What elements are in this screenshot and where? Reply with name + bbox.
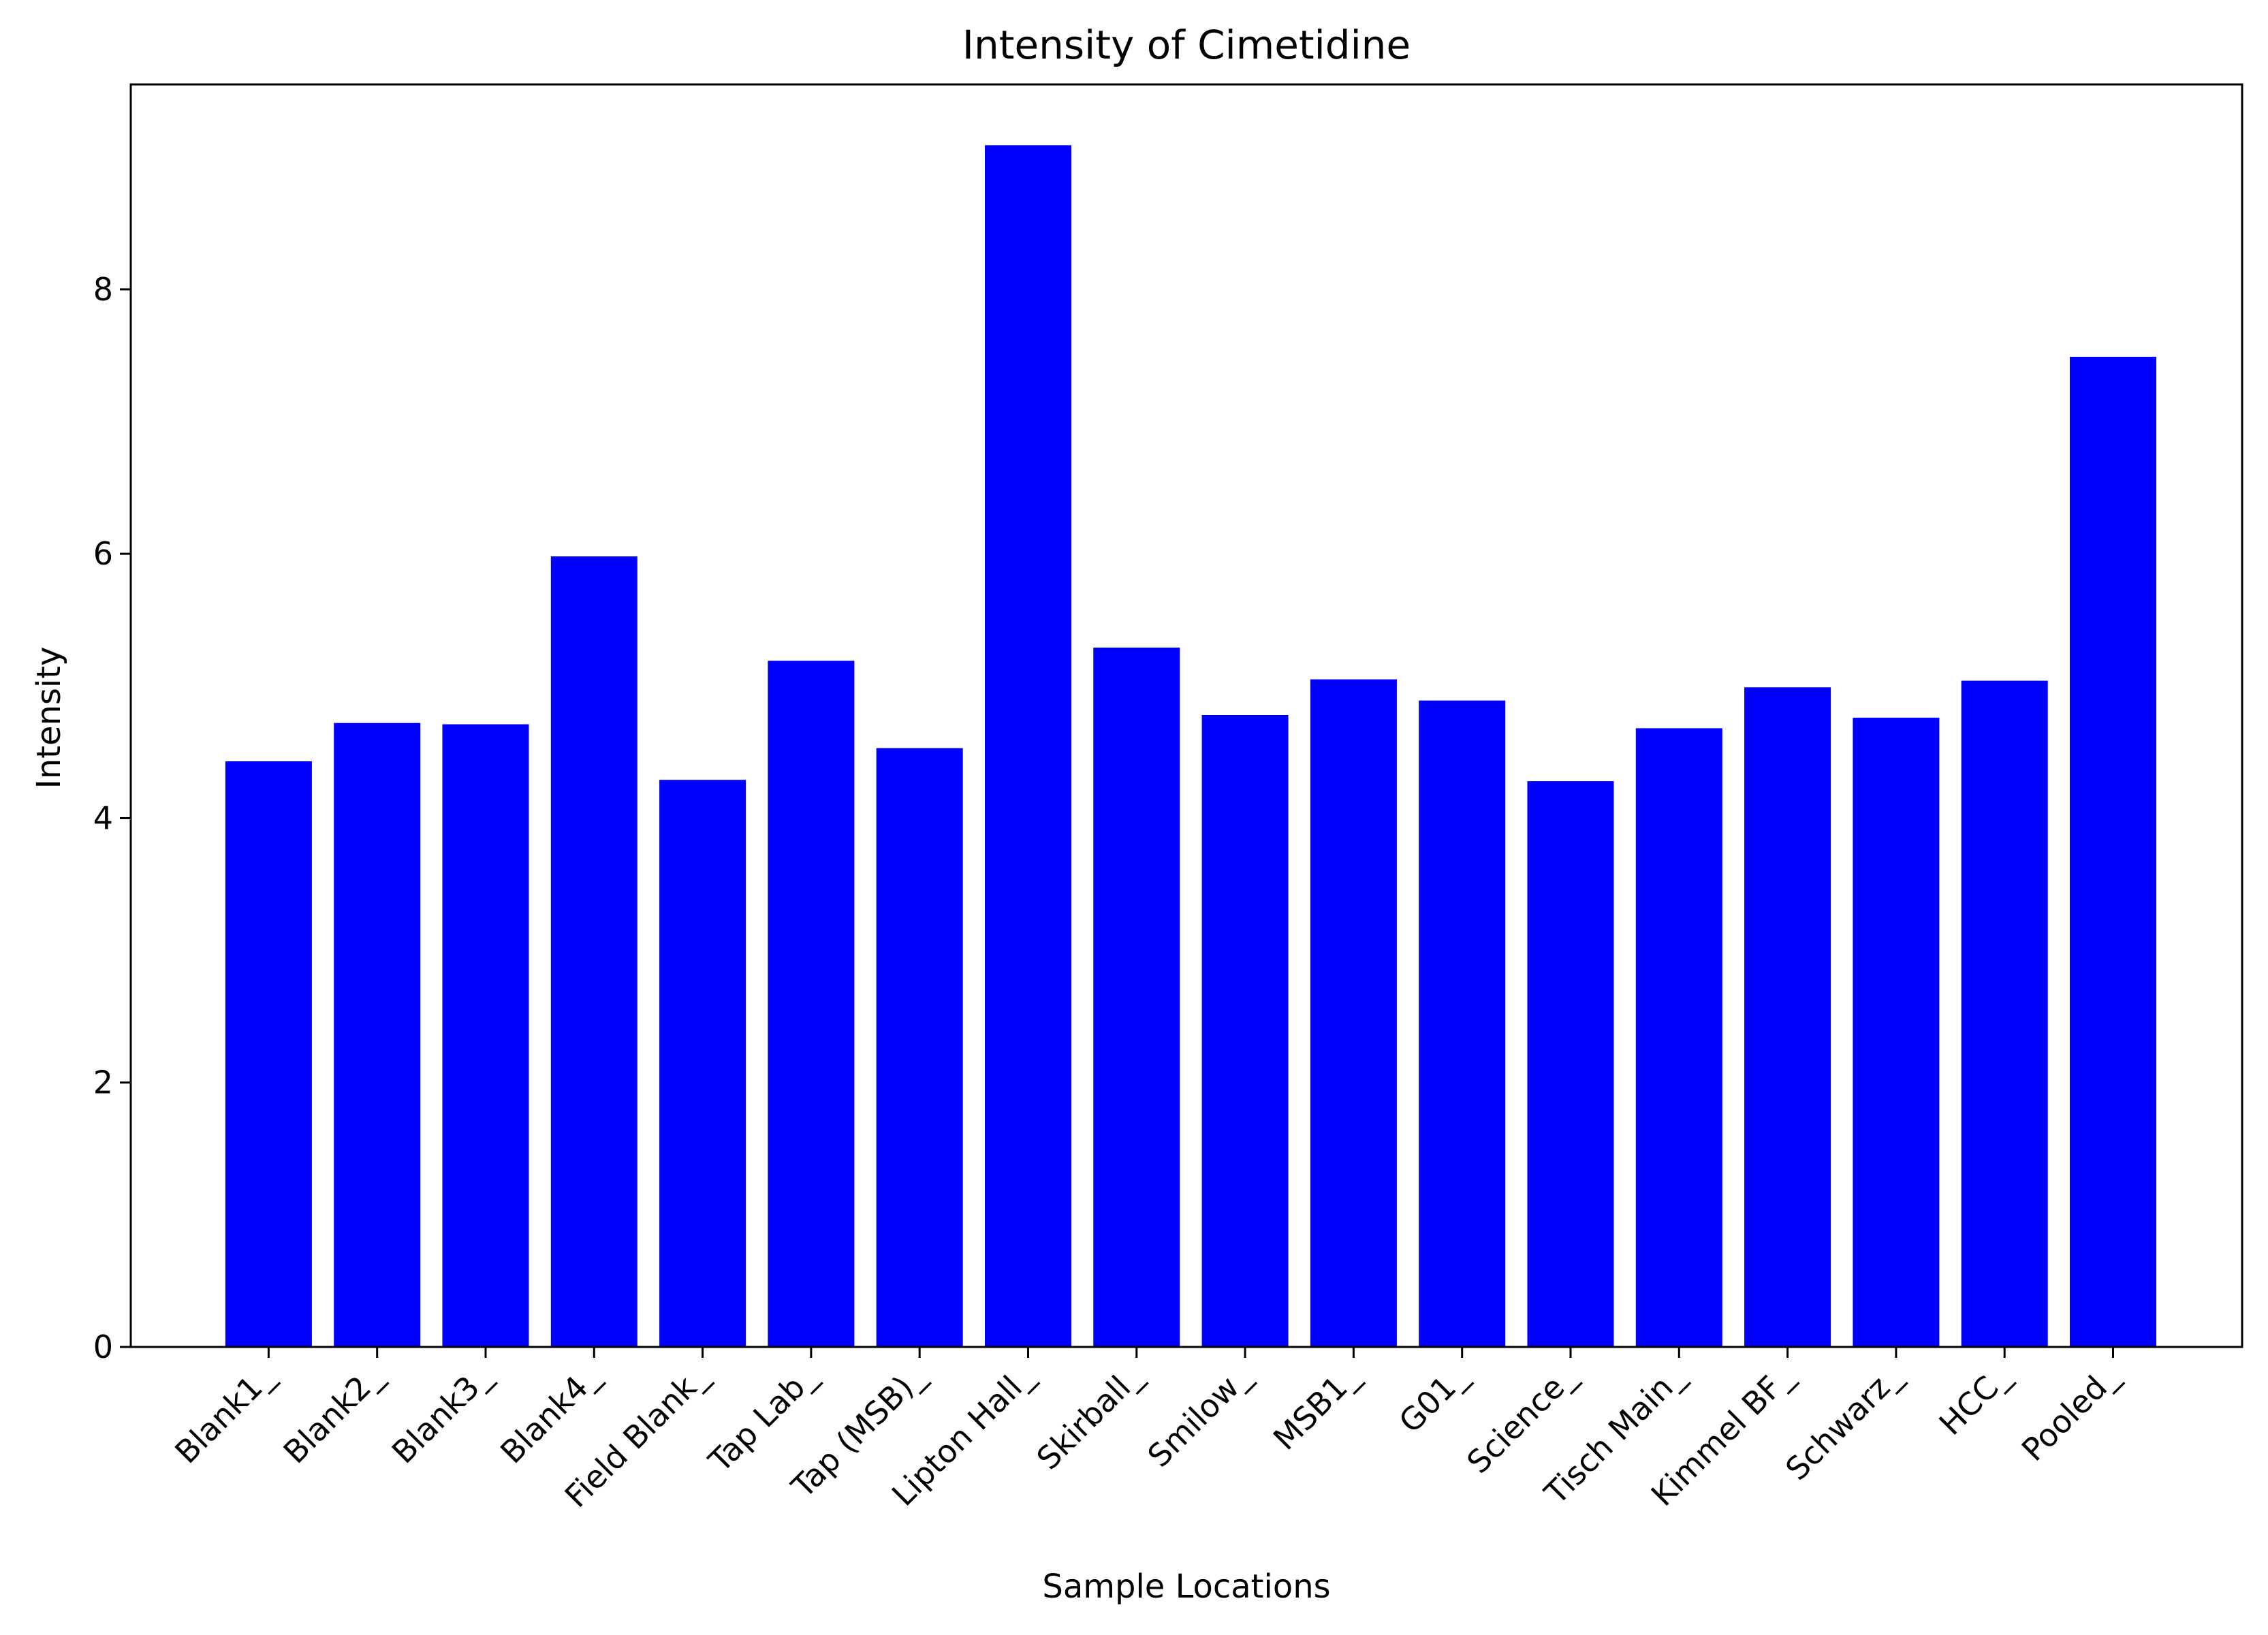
bar-g01 [1419,700,1506,1347]
bar-msb1 [1310,679,1397,1347]
bar-blank3 [442,724,529,1347]
bar-kimmel-bf [1744,687,1831,1347]
bar-schwarz [1853,717,1940,1347]
bar-skirball [1093,648,1180,1347]
bar-tisch-main [1635,728,1722,1347]
y-tick-label: 6 [93,535,113,572]
bar-blank4 [550,556,637,1347]
bar-blank2 [334,723,421,1347]
y-tick-label: 4 [93,799,113,836]
bar-field-blank [659,780,746,1347]
y-tick-label: 2 [93,1064,113,1101]
bar-tap-msb [876,748,963,1347]
plot-frame [129,83,2243,1348]
bar-tap-lab [768,661,855,1347]
y-tick-label: 8 [93,271,113,308]
bar-smilow [1201,715,1289,1347]
bar-science [1527,781,1614,1347]
bars-layer [225,145,2156,1347]
chart-title: Intensity of Cimetidine [962,22,1411,68]
y-tick-label: 0 [93,1329,113,1365]
bar-pooled [2070,356,2156,1347]
bar-lipton-hall [985,145,1071,1347]
bar-hcc [1961,680,2048,1347]
y-axis-label: Intensity [30,647,68,789]
x-axis-label: Sample Locations [1042,1568,1330,1606]
bar-blank1 [225,761,312,1347]
